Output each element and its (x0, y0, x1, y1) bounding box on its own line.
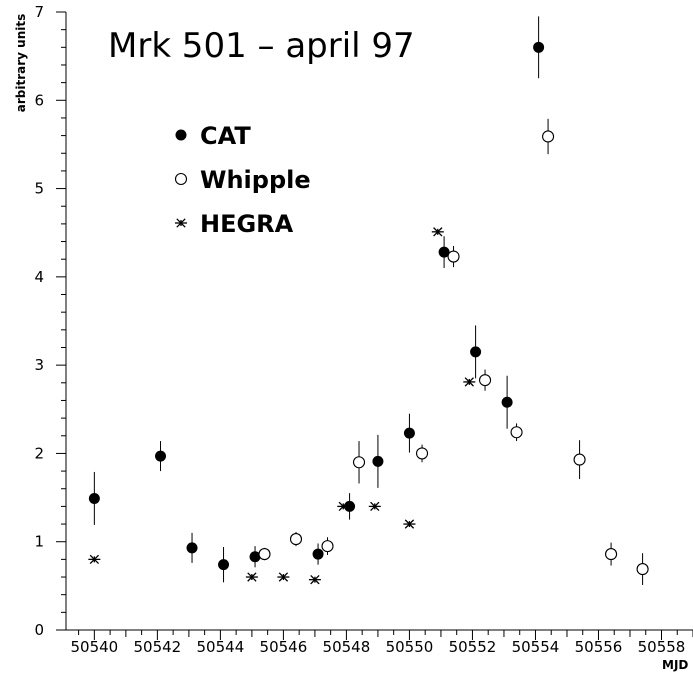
hegra-point (463, 377, 476, 387)
axes (65, 12, 693, 631)
cat-point (312, 548, 324, 560)
hegra-point (245, 572, 258, 582)
y-tick-label: 6 (34, 91, 44, 109)
whipple-point (636, 563, 649, 576)
x-tick-label: 50544 (197, 638, 245, 656)
whipple-point (447, 250, 460, 263)
y-tick-label: 4 (34, 268, 44, 286)
x-tick-label: 50540 (70, 638, 118, 656)
hegra-point (337, 501, 350, 512)
whipple-point (415, 447, 429, 460)
data-marks (88, 16, 649, 585)
x-tick-label: 50552 (449, 638, 497, 656)
cat-point (155, 450, 167, 462)
cat-point (186, 542, 198, 554)
hegra-point (277, 572, 290, 582)
cat-point (438, 246, 450, 258)
x-axis-ticks: 50540 50542 50544 50546 50548 50550 50552 50554… (70, 630, 693, 656)
cat-point (470, 346, 482, 358)
x-tick-label: 50548 (323, 638, 371, 656)
y-tick-label: 2 (34, 444, 44, 462)
x-tick-label: 50554 (512, 638, 560, 656)
legend-whipple-marker (174, 172, 188, 186)
whipple-point (605, 548, 618, 561)
legend-hegra-marker (175, 218, 187, 228)
y-tick-label: 7 (34, 3, 44, 21)
legend-cat-marker (175, 129, 187, 141)
cat-point (218, 559, 230, 571)
x-tick-label: 50558 (638, 638, 686, 656)
hegra-point (88, 554, 101, 565)
cat-point (533, 41, 545, 53)
whipple-point (289, 533, 303, 546)
x-tick-label: 50556 (575, 638, 623, 656)
whipple-point (479, 374, 492, 387)
y-axis-ticks: 0 1 2 3 4 5 6 7 (34, 3, 66, 639)
x-tick-label: 50542 (134, 638, 182, 656)
cat-point (501, 396, 513, 408)
cat-point (88, 492, 100, 504)
x-axis-title: MJD (662, 658, 688, 672)
whipple-point (542, 130, 555, 143)
whipple-point (573, 453, 586, 466)
whipple-point (352, 456, 366, 469)
legend-hegra-label: HEGRA (200, 210, 294, 238)
hegra-point (431, 227, 444, 237)
y-tick-label: 1 (34, 533, 44, 551)
hegra-point (368, 501, 381, 512)
x-tick-label: 50550 (386, 638, 434, 656)
whipple-point (510, 426, 523, 439)
chart-title: Mrk 501 – april 97 (108, 26, 415, 66)
legend-whipple-label: Whipple (200, 166, 311, 194)
hegra-point (308, 575, 321, 585)
legend-cat-label: CAT (200, 122, 251, 150)
hegra-point (403, 519, 416, 529)
y-tick-label: 3 (34, 356, 44, 374)
y-tick-label: 5 (34, 180, 44, 198)
y-tick-label: 0 (34, 621, 44, 639)
legend: CAT Whipple HEGRA (174, 122, 311, 238)
cat-point (372, 455, 384, 467)
y-axis-title: arbitrary units (14, 14, 28, 112)
whipple-point (321, 540, 334, 553)
cat-point (403, 427, 415, 439)
whipple-point (258, 548, 271, 561)
cat-point (249, 551, 261, 563)
x-tick-label: 50546 (260, 638, 308, 656)
